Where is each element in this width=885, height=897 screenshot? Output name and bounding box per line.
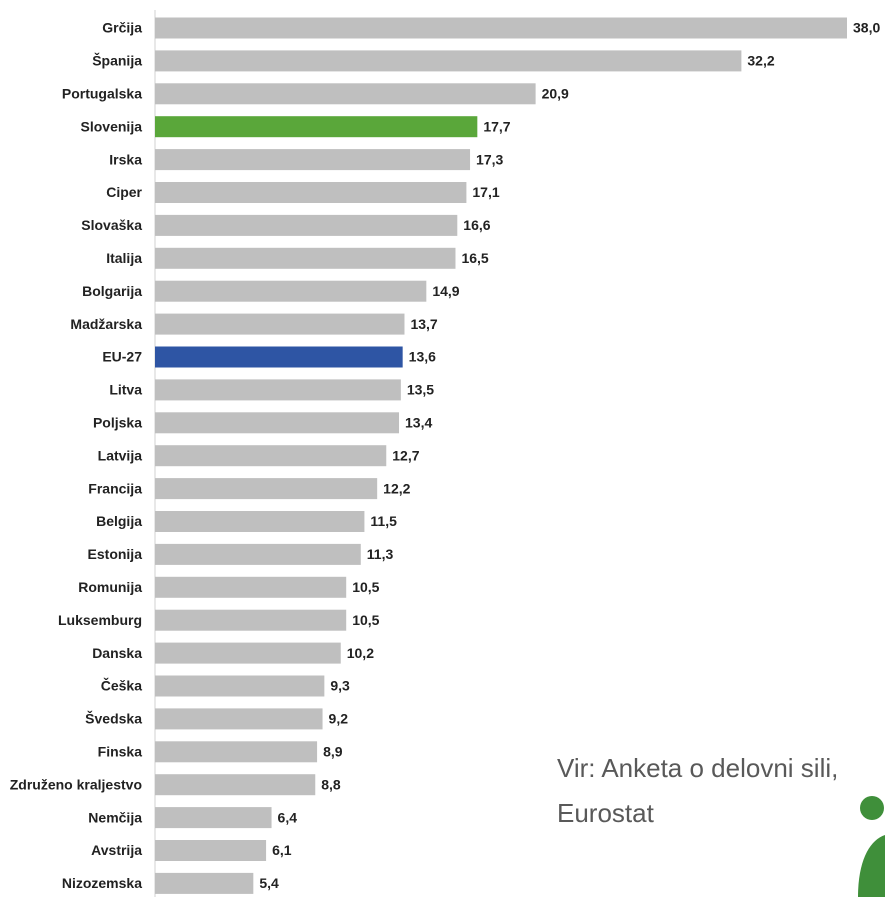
category-label: Luksemburg [58, 612, 142, 628]
value-label: 8,8 [321, 776, 341, 792]
bar [155, 412, 400, 434]
category-label: Slovenija [81, 118, 143, 134]
category-label: Italija [106, 250, 142, 266]
bar [155, 182, 467, 203]
category-label: Švedska [85, 710, 142, 727]
bar [155, 511, 365, 532]
bar [155, 149, 471, 171]
bar [155, 708, 323, 730]
bar [155, 576, 347, 598]
bar [155, 840, 267, 861]
bar [155, 675, 325, 697]
source-line: Vir: Anketa o delovni sili, [557, 753, 838, 783]
category-label: Avstrija [91, 842, 142, 858]
bar [155, 50, 742, 72]
bar [155, 346, 403, 368]
bar [155, 280, 427, 302]
category-label: Romunija [78, 579, 142, 595]
value-label: 32,2 [747, 53, 774, 69]
category-label: EU-27 [102, 349, 142, 365]
category-label: Bolgarija [82, 283, 142, 299]
category-label: Francija [88, 480, 142, 496]
value-label: 8,9 [323, 744, 343, 760]
bar [155, 642, 341, 664]
category-label: Irska [109, 151, 142, 167]
category-label: Portugalska [62, 86, 142, 102]
bar [155, 872, 254, 894]
value-label: 38,0 [853, 20, 880, 36]
category-label: Belgija [96, 513, 142, 529]
bar [155, 807, 272, 829]
value-label: 6,4 [278, 809, 298, 825]
category-label: Slovaška [81, 217, 142, 233]
value-label: 9,3 [330, 678, 350, 694]
bar [155, 543, 361, 565]
value-label: 20,9 [542, 86, 569, 102]
value-label: 13,7 [410, 316, 437, 332]
bar [155, 379, 401, 401]
category-label: Grčija [102, 20, 142, 36]
value-label: 17,7 [483, 118, 510, 134]
bar [155, 609, 347, 631]
value-label: 13,6 [409, 349, 436, 365]
value-label: 10,5 [352, 579, 379, 595]
category-label: Španija [92, 52, 142, 69]
category-label: Nemčija [88, 809, 142, 825]
category-label: Danska [92, 645, 142, 661]
value-label: 10,2 [347, 645, 374, 661]
value-label: 6,1 [272, 842, 292, 858]
source-line: Eurostat [557, 798, 655, 828]
category-label: Poljska [93, 415, 142, 431]
value-label: 10,5 [352, 612, 379, 628]
bar [155, 313, 405, 335]
category-label: Nizozemska [62, 875, 142, 891]
value-label: 13,5 [407, 382, 434, 398]
category-label: Latvija [98, 447, 143, 463]
bar [155, 83, 536, 105]
value-label: 13,4 [405, 415, 432, 431]
bar [155, 478, 378, 500]
bar [155, 445, 387, 467]
category-label: Litva [109, 382, 142, 398]
value-label: 14,9 [432, 283, 459, 299]
category-label: Estonija [88, 546, 143, 562]
value-label: 12,2 [383, 480, 410, 496]
value-label: 12,7 [392, 447, 419, 463]
category-label: Združeno kraljestvo [10, 776, 142, 792]
value-label: 16,5 [461, 250, 488, 266]
value-label: 17,1 [472, 184, 499, 200]
bar [155, 774, 316, 796]
bar [155, 741, 318, 763]
bar [155, 116, 478, 138]
value-label: 17,3 [476, 151, 503, 167]
bar [155, 17, 847, 39]
category-label: Finska [98, 744, 143, 760]
bar [155, 247, 456, 269]
category-label: Ciper [106, 184, 142, 200]
logo [858, 796, 885, 897]
value-label: 11,5 [370, 513, 397, 529]
value-label: 11,3 [367, 546, 394, 562]
bar [155, 214, 458, 236]
category-label: Češka [101, 677, 142, 694]
value-label: 9,2 [329, 711, 349, 727]
value-label: 16,6 [463, 217, 490, 233]
value-label: 5,4 [259, 875, 279, 891]
category-label: Madžarska [70, 316, 142, 332]
